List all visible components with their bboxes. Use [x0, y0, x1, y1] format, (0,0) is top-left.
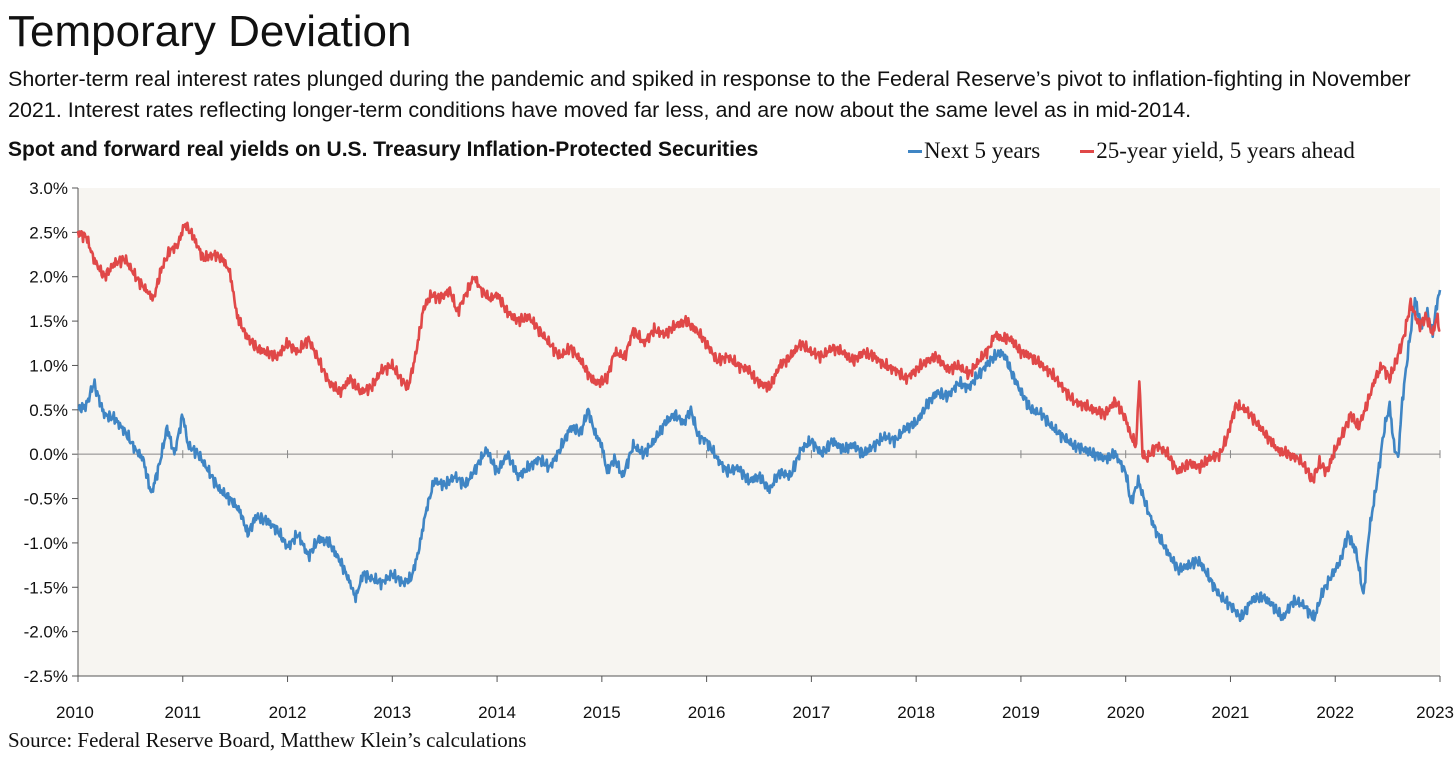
y-tick-label: 1.5%: [29, 312, 68, 331]
source-note: Source: Federal Reserve Board, Matthew K…: [8, 728, 527, 752]
x-tick-label: 2019: [1002, 703, 1040, 722]
y-tick-label: -1.5%: [24, 578, 68, 597]
y-tick-label: 0.0%: [29, 445, 68, 464]
legend-label: 25-year yield, 5 years ahead: [1096, 138, 1355, 163]
chart-subtitle: Shorter-term real interest rates plunged…: [8, 67, 1411, 122]
legend-swatch-red: [1080, 149, 1095, 153]
y-tick-label: 3.0%: [29, 179, 68, 198]
x-tick-label: 2018: [897, 703, 935, 722]
x-tick-label: 2011: [164, 703, 201, 722]
legend-label: Next 5 years: [924, 138, 1041, 163]
x-tick-label: 2013: [373, 703, 411, 722]
legend-item-next-5-years: Next 5 years: [908, 138, 1040, 164]
x-tick-label: 2016: [688, 703, 726, 722]
y-tick-label: 2.0%: [29, 268, 68, 287]
legend: Next 5 years 25-year yield, 5 years ahea…: [908, 138, 1355, 164]
x-tick-label: 2012: [269, 703, 307, 722]
legend-item-25-year-yield: 25-year yield, 5 years ahead: [1080, 138, 1355, 164]
y-tick-label: 1.0%: [29, 356, 68, 375]
plot-area: [78, 188, 1440, 676]
x-tick-label: 2010: [56, 703, 94, 722]
y-tick-label: -2.5%: [24, 667, 68, 686]
x-tick-label: 2021: [1212, 703, 1250, 722]
y-tick-label: 2.5%: [29, 223, 68, 242]
x-tick-label: 2020: [1107, 703, 1145, 722]
y-tick-label: -0.5%: [24, 490, 68, 509]
x-tick-label: 2022: [1316, 703, 1354, 722]
x-tick-label: 2014: [478, 703, 516, 722]
y-tick-label: -2.0%: [24, 623, 68, 642]
y-tick-label: 0.5%: [29, 401, 68, 420]
chart-title: Temporary Deviation: [8, 7, 412, 56]
x-tick-label: 2017: [792, 703, 830, 722]
y-tick-label: -1.0%: [24, 534, 68, 553]
chart-heading: Spot and forward real yields on U.S. Tre…: [8, 138, 759, 161]
series-line-next-5-years: [77, 289, 1442, 623]
series-line-25-year-yield: [76, 221, 1441, 484]
legend-swatch-blue: [908, 149, 922, 153]
x-tick-label: 2015: [583, 703, 621, 722]
x-tick-label: 2023: [1416, 703, 1454, 722]
